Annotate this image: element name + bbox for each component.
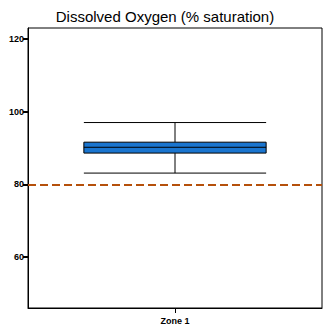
svg-text:120: 120 [9, 34, 24, 44]
svg-text:100: 100 [9, 107, 24, 117]
svg-text:60: 60 [14, 252, 24, 262]
svg-text:Dissolved Oxygen (% saturation: Dissolved Oxygen (% saturation) [56, 8, 274, 25]
svg-text:Zone 1: Zone 1 [160, 316, 189, 326]
svg-text:80: 80 [14, 179, 24, 189]
